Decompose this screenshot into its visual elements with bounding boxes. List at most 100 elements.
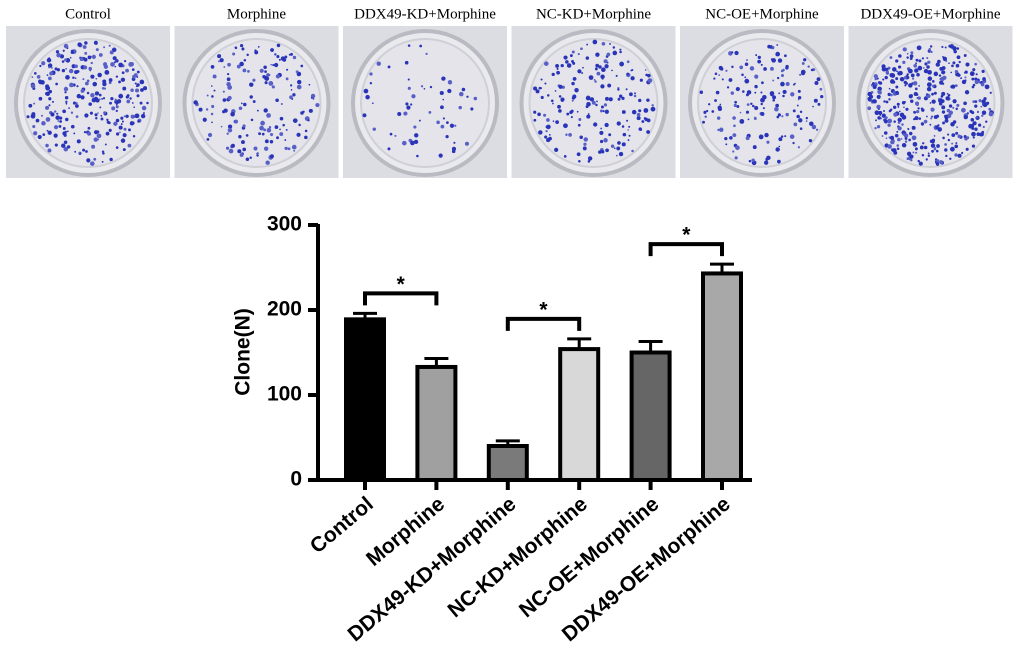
colony: [935, 149, 939, 153]
colony: [887, 118, 893, 124]
plate-inner: [360, 38, 490, 168]
colony: [881, 135, 884, 137]
colony: [890, 139, 895, 145]
colony: [901, 142, 907, 148]
colony: [56, 52, 61, 58]
colony: [769, 46, 773, 49]
colony: [988, 107, 992, 111]
colony: [603, 103, 608, 107]
colony: [141, 105, 147, 111]
colony: [772, 79, 775, 82]
colony: [948, 62, 950, 65]
colony: [406, 105, 411, 110]
colony: [631, 109, 637, 115]
colony: [227, 95, 232, 101]
colony: [66, 130, 69, 133]
colony: [63, 86, 69, 92]
colony: [136, 70, 140, 74]
colony: [142, 112, 145, 115]
colony: [593, 79, 596, 81]
colony: [143, 86, 148, 91]
colony: [292, 118, 298, 123]
colony: [876, 94, 881, 99]
colony: [207, 132, 213, 138]
colony: [942, 82, 945, 85]
colony: [543, 113, 547, 117]
colony: [909, 54, 914, 58]
colony: [798, 118, 803, 123]
colony: [241, 140, 245, 145]
colony: [252, 100, 256, 103]
significance-label: *: [539, 298, 548, 321]
colony: [651, 104, 654, 107]
colony: [47, 148, 52, 153]
colony: [970, 117, 975, 122]
colony: [989, 91, 992, 94]
colony: [770, 66, 774, 71]
colony: [62, 49, 65, 52]
colony: [65, 67, 68, 70]
colony: [565, 60, 569, 64]
colony: [551, 72, 555, 77]
colony: [810, 68, 814, 72]
colony: [280, 103, 283, 105]
colony: [876, 104, 881, 110]
colony: [461, 87, 466, 92]
colony: [809, 121, 814, 127]
colony: [96, 91, 100, 95]
colony: [892, 67, 897, 72]
colony: [80, 89, 85, 93]
colony: [82, 78, 85, 81]
colony: [206, 94, 209, 97]
colony: [129, 121, 135, 126]
colony: [234, 119, 239, 124]
colony: [816, 77, 821, 82]
colony: [953, 49, 957, 54]
colony: [877, 108, 880, 111]
colony: [713, 77, 716, 80]
colony: [137, 119, 140, 123]
colony: [123, 115, 126, 118]
colony: [972, 100, 976, 103]
colony: [62, 127, 66, 130]
colony: [974, 104, 978, 108]
colony: [643, 108, 649, 113]
colony: [428, 111, 432, 114]
colony: [249, 156, 252, 159]
colony: [703, 110, 707, 114]
colony: [913, 117, 916, 121]
colony: [259, 125, 264, 131]
colony: [90, 112, 93, 115]
colony: [908, 83, 913, 88]
colony: [217, 54, 222, 59]
colony: [917, 96, 921, 100]
colony: [222, 98, 227, 102]
colony: [924, 62, 928, 66]
colony: [598, 65, 602, 69]
colony: [650, 106, 656, 112]
colony: [227, 124, 233, 129]
colony: [120, 138, 126, 143]
colony: [220, 125, 223, 128]
colony: [49, 71, 54, 76]
colony: [927, 152, 930, 155]
colony: [120, 123, 123, 126]
colony: [554, 90, 557, 92]
colony: [26, 115, 30, 119]
colony: [758, 134, 764, 140]
colony: [372, 127, 376, 131]
colony: [948, 104, 953, 108]
colony: [270, 132, 274, 137]
colony: [955, 131, 959, 135]
colony: [778, 137, 783, 142]
colony: [646, 130, 651, 134]
colony: [955, 63, 960, 68]
colony: [941, 45, 944, 49]
colony: [285, 128, 288, 131]
colony: [799, 127, 803, 130]
colony: [104, 69, 110, 75]
colony: [226, 132, 229, 135]
colony: [901, 101, 906, 105]
colony: [72, 101, 77, 105]
colony: [411, 94, 416, 99]
